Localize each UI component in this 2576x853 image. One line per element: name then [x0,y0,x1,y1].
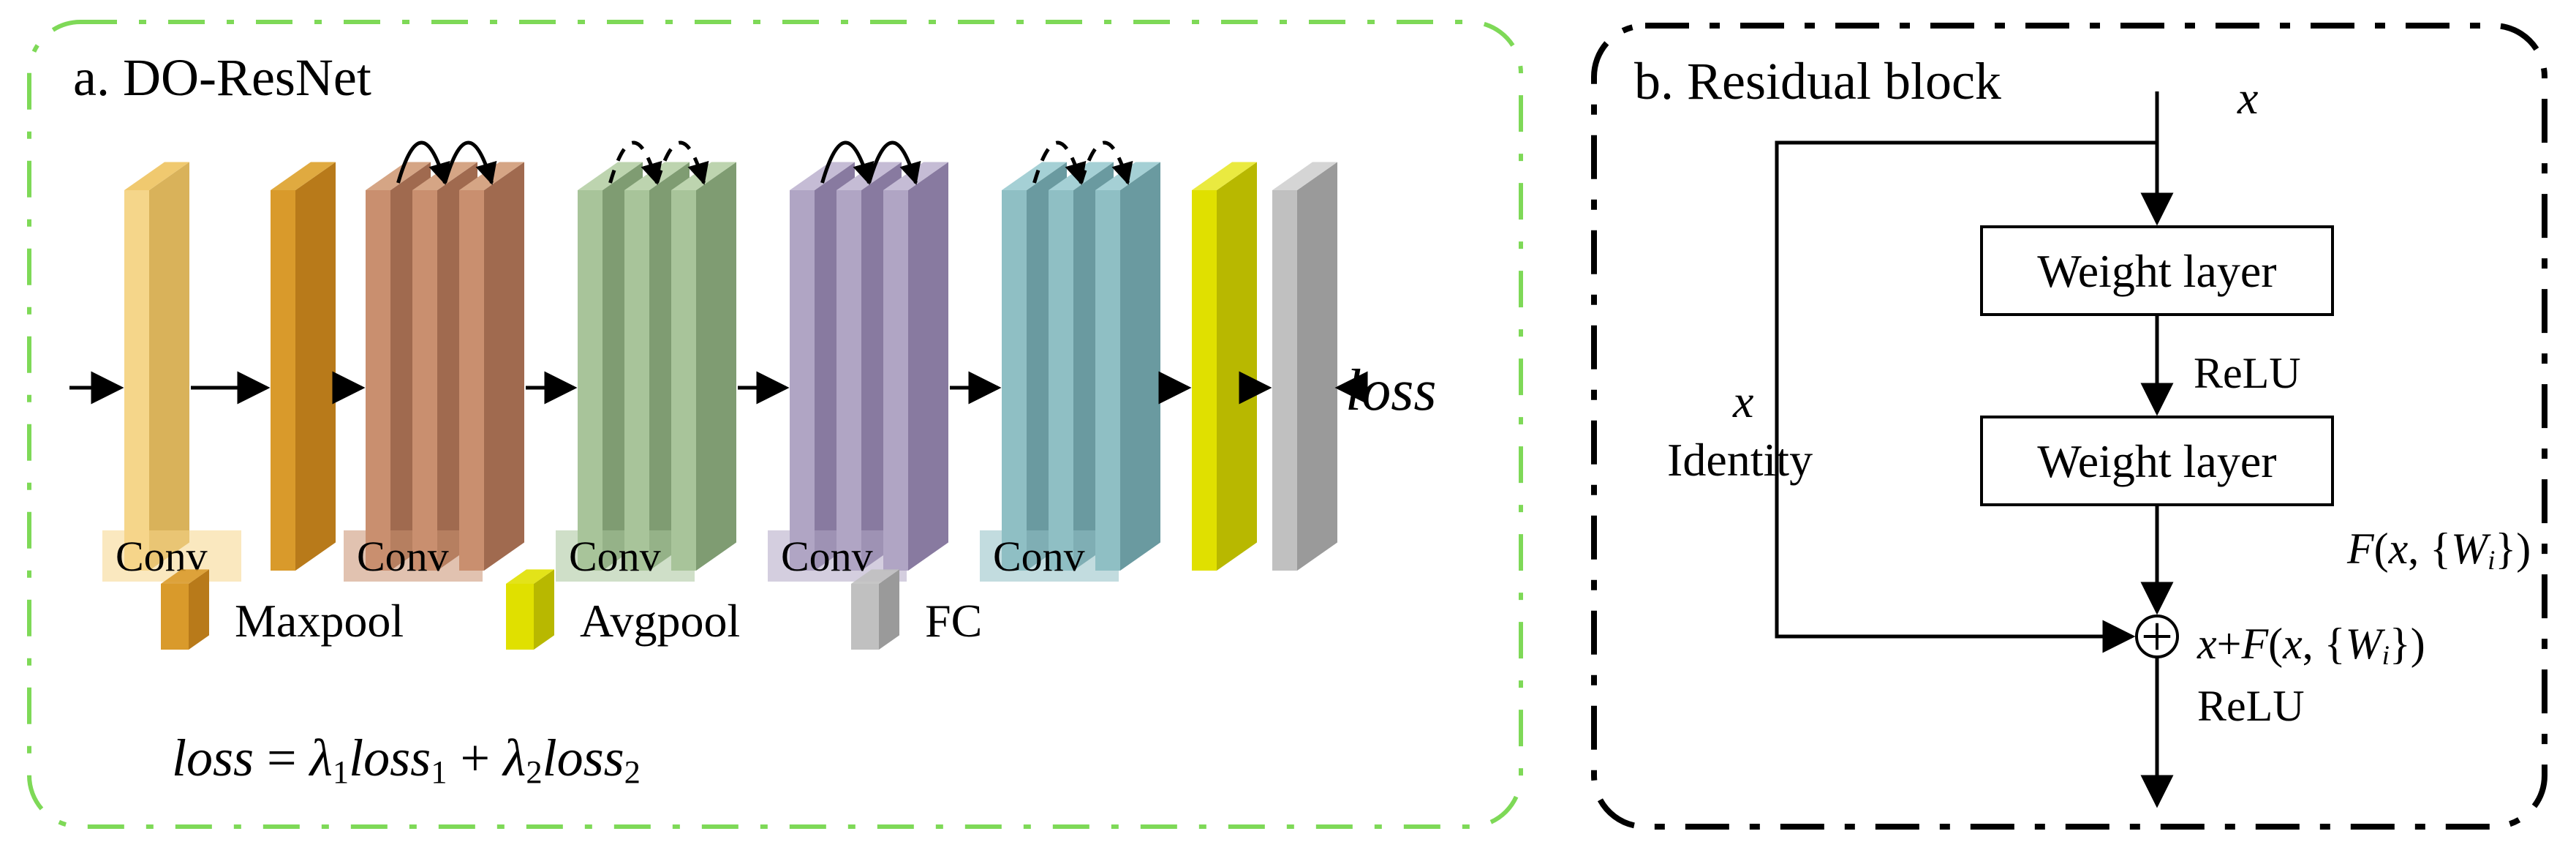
loss-label: loss [1345,358,1437,423]
panel-a-title: a. DO-ResNet [73,48,371,107]
relu-label: ReLU [2197,682,2305,730]
loss-equation: loss = λ1loss1 + λ2loss2 [172,729,641,790]
legend-label: Avgpool [580,595,740,647]
block-label: Conv [569,533,661,580]
legend-swatch [851,584,879,650]
block-label: Conv [357,533,449,580]
relu-label: ReLU [2194,349,2301,397]
legend-swatch [161,584,189,650]
legend-swatch [506,584,534,650]
panel-b-title: b. Residual block [1634,52,2001,110]
weight-layer-label: Weight layer [2037,245,2276,297]
f-label: F(x, {Wi}) [2346,525,2531,576]
block-label: Conv [781,533,873,580]
legend-label: FC [925,595,982,647]
identity-x: x [1732,375,1753,427]
identity-label: Identity [1667,434,1813,486]
sum-label: x+F(x, {Wi}) [2197,620,2425,671]
x-label: x [2237,72,2258,124]
weight-layer-label: Weight layer [2037,435,2276,487]
legend-label: Maxpool [235,595,404,647]
block-label: Conv [993,533,1085,580]
